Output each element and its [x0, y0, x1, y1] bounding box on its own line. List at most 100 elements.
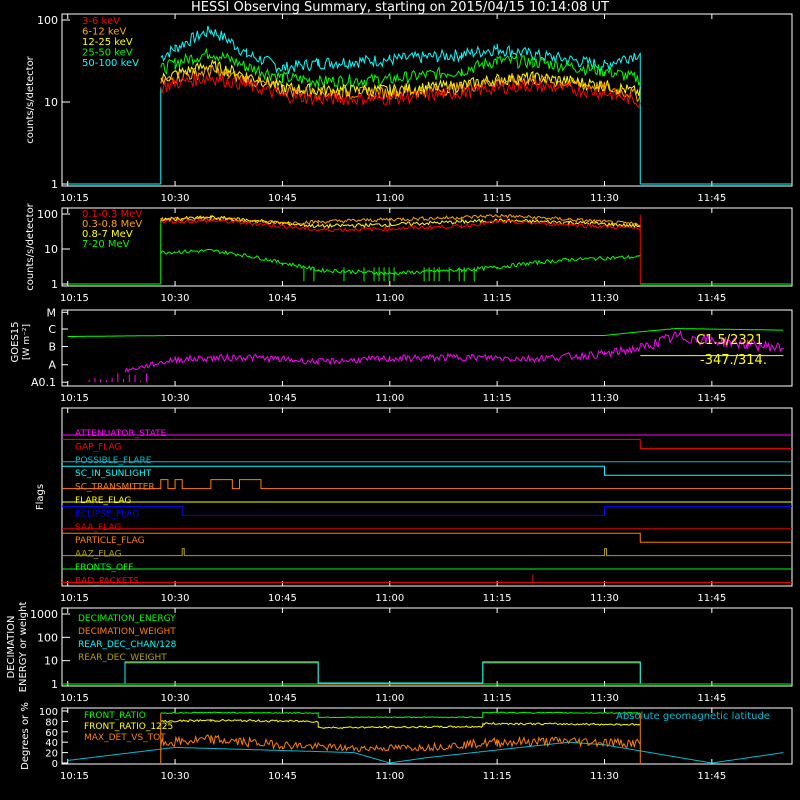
flag-label: SC_IN_SUNLIGHT	[75, 469, 152, 479]
x-tick-label: 11:15	[483, 393, 512, 404]
x-tick-label: 11:45	[697, 771, 726, 782]
flag-label: FLARE_FLAG	[75, 496, 131, 506]
legend-entry: 50-100 keV	[82, 58, 139, 69]
flag-label: SAA_FLAG	[75, 523, 121, 533]
x-tick-label: 11:30	[590, 771, 619, 782]
x-tick-label: 11:45	[697, 393, 726, 404]
flag-label: BAD_PACKETS	[75, 576, 139, 586]
y-tick-label: 60	[45, 728, 58, 739]
x-tick-label: 11:45	[697, 293, 726, 304]
geomagnetic-latitude-label: Absolute geomagnetic latitude	[616, 711, 770, 722]
flag-trace	[62, 479, 792, 490]
flag-label: GAP_FLAG	[75, 442, 121, 452]
x-tick-label: 11:00	[375, 771, 404, 782]
x-tick-label: 10:15	[60, 193, 89, 204]
x-tick-label: 10:30	[161, 193, 190, 204]
y-tick-label: B	[48, 340, 56, 353]
x-tick-label: 11:00	[375, 393, 404, 404]
x-tick-label: 10:15	[60, 293, 89, 304]
x-tick-label: 11:00	[375, 193, 404, 204]
y-axis-label-2: ENERGY or weight	[18, 602, 29, 693]
flag-trace	[62, 548, 792, 557]
series-line	[160, 59, 641, 98]
legend-entry: 0.3-0.8 MeV	[82, 219, 142, 230]
goes-annotation: C1.5/2321	[696, 333, 763, 348]
x-tick-label: 10:15	[60, 693, 89, 704]
flag-label: ATTENUATOR_STATE	[75, 429, 167, 439]
legend-entry: 0.8-7 MeV	[82, 229, 133, 240]
y-axis-label: GOES15	[10, 321, 21, 362]
series-line	[160, 718, 641, 729]
y-tick-label: A	[48, 359, 56, 372]
legend-entry: DECIMATION_ENERGY	[78, 614, 176, 624]
x-tick-label: 11:15	[483, 193, 512, 204]
x-tick-label: 10:30	[161, 693, 190, 704]
legend-entry: MAX_DET_VS_TOT	[84, 733, 166, 743]
x-tick-label: 10:30	[161, 771, 190, 782]
x-tick-label: 11:15	[483, 593, 512, 604]
x-tick-label: 11:45	[697, 693, 726, 704]
panel-frame	[61, 207, 793, 287]
y-axis-label: Degrees or %	[20, 702, 31, 770]
x-tick-label: 11:15	[483, 693, 512, 704]
y-tick-label: 1	[51, 678, 58, 691]
y-axis-label: Flags	[35, 484, 46, 510]
x-tick-label: 11:00	[375, 293, 404, 304]
series-line	[160, 249, 641, 276]
y-axis-label: DECIMATION	[6, 615, 17, 678]
y-tick-label: 10	[44, 655, 58, 668]
series-line	[160, 64, 641, 103]
flag-label: AAZ_FLAG	[75, 550, 122, 560]
panel-frame	[61, 407, 793, 587]
series-line	[160, 25, 641, 74]
series-line	[160, 711, 641, 719]
flag-trace	[62, 438, 792, 449]
x-tick-label: 10:45	[268, 693, 297, 704]
x-tick-label: 10:15	[60, 593, 89, 604]
x-tick-label: 11:15	[483, 771, 512, 782]
x-tick-label: 11:00	[375, 693, 404, 704]
flag-trace	[62, 505, 792, 516]
rear-dec-chan-trace	[124, 661, 641, 684]
flag-label: SC_TRANSMITTER	[75, 483, 155, 493]
goes-annotation: -347./314.	[700, 353, 767, 368]
flag-label: POSSIBLE_FLARE	[75, 456, 152, 466]
series-line	[160, 734, 641, 753]
y-tick-label: 80	[45, 717, 58, 728]
series-line	[160, 218, 641, 233]
legend-entry: 3-6 keV	[82, 16, 120, 27]
y-tick-label: 10	[44, 96, 58, 109]
legend-entry: 6-12 keV	[82, 27, 126, 38]
x-tick-label: 10:45	[268, 393, 297, 404]
legend-entry: 0.1-0.3 MeV	[82, 209, 142, 220]
x-tick-label: 11:30	[590, 393, 619, 404]
x-tick-label: 11:00	[375, 593, 404, 604]
flag-label: FRONTS_OFF	[75, 563, 133, 573]
x-tick-label: 10:45	[268, 293, 297, 304]
series-line	[160, 48, 641, 89]
x-tick-label: 10:15	[60, 771, 89, 782]
x-tick-label: 11:15	[483, 293, 512, 304]
flag-trace	[62, 574, 792, 583]
panel-frame	[61, 13, 793, 187]
page-title: HESSI Observing Summary, starting on 201…	[191, 0, 609, 15]
flag-label: ECLIPSE_FLAG	[75, 509, 139, 519]
legend-entry: FRONT_RATIO	[84, 711, 146, 721]
y-tick-label: 100	[37, 631, 58, 644]
x-tick-label: 11:30	[590, 293, 619, 304]
rear-dec-weight-trace	[124, 662, 641, 685]
panel-frame	[61, 707, 793, 765]
x-tick-label: 10:45	[268, 593, 297, 604]
legend-entry: DECIMATION_WEIGHT	[78, 627, 176, 637]
x-tick-label: 11:45	[697, 193, 726, 204]
y-tick-label: 0	[52, 759, 58, 770]
x-tick-label: 10:30	[161, 393, 190, 404]
flag-label: PARTICLE_FLAG	[75, 536, 145, 546]
x-tick-label: 10:45	[268, 193, 297, 204]
legend-entry: FRONT_RATIO_1225	[84, 722, 173, 732]
y-tick-label: 1000	[30, 608, 58, 621]
legend-entry: 25-50 keV	[82, 48, 133, 59]
y-axis-label: counts/s/detector	[25, 202, 36, 290]
series-line	[160, 213, 641, 227]
